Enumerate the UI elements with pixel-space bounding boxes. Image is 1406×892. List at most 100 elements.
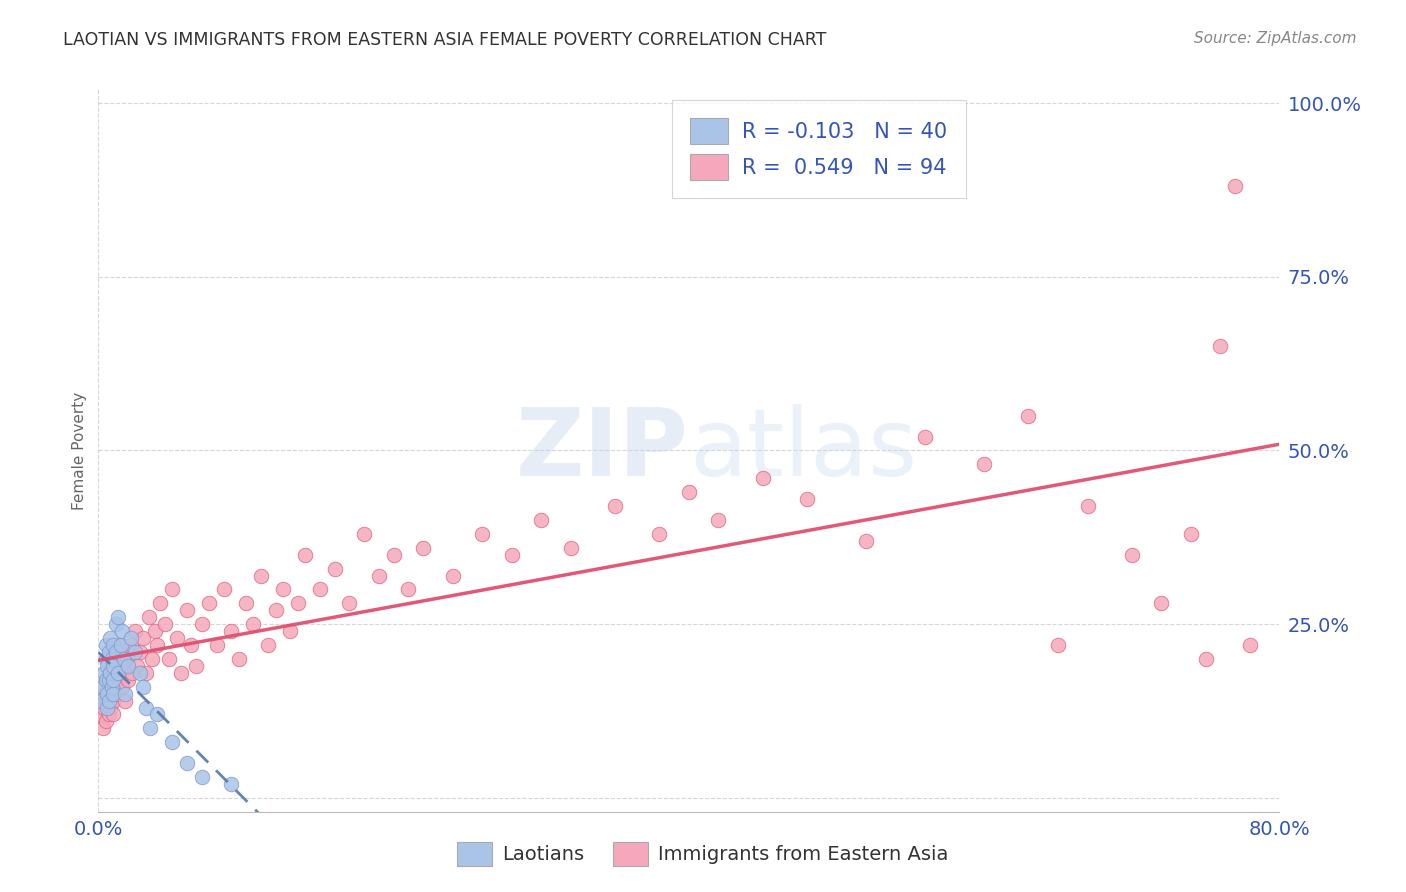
Point	[120, 631, 142, 645]
Point	[271, 582, 294, 597]
Point	[100, 652, 122, 666]
Point	[1121, 548, 1143, 562]
Point	[294, 548, 316, 562]
Point	[117, 673, 139, 687]
Point	[1209, 339, 1232, 353]
Point	[914, 429, 936, 443]
Y-axis label: Female Poverty: Female Poverty	[72, 392, 87, 509]
Point	[124, 645, 146, 659]
Point	[257, 638, 280, 652]
Point	[105, 673, 128, 687]
Point	[242, 617, 264, 632]
Point	[382, 548, 405, 562]
Point	[96, 693, 118, 707]
Point	[162, 735, 183, 749]
Point	[180, 638, 202, 652]
Point	[91, 722, 114, 736]
Point	[100, 680, 122, 694]
Point	[855, 533, 877, 548]
Point	[94, 638, 117, 652]
Point	[135, 665, 157, 680]
Point	[112, 652, 135, 666]
Point	[157, 652, 180, 666]
Point	[90, 693, 112, 707]
Point	[111, 680, 134, 694]
Point	[107, 610, 129, 624]
Point	[146, 638, 169, 652]
Legend: R = -0.103   N = 40, R =  0.549   N = 94: R = -0.103 N = 40, R = 0.549 N = 94	[672, 100, 966, 198]
Point	[264, 603, 287, 617]
Point	[120, 638, 142, 652]
Point	[108, 665, 131, 680]
Point	[135, 700, 157, 714]
Point	[112, 658, 135, 673]
Point	[107, 665, 129, 680]
Point	[1195, 652, 1218, 666]
Point	[176, 603, 198, 617]
Point	[132, 680, 155, 694]
Point	[98, 687, 121, 701]
Point	[96, 658, 118, 673]
Point	[146, 707, 169, 722]
Point	[132, 631, 155, 645]
Legend: Laotians, Immigrants from Eastern Asia: Laotians, Immigrants from Eastern Asia	[450, 834, 956, 873]
Point	[98, 631, 121, 645]
Point	[94, 673, 117, 687]
Point	[412, 541, 434, 555]
Point	[1077, 499, 1099, 513]
Point	[228, 652, 250, 666]
Point	[103, 658, 125, 673]
Point	[191, 617, 214, 632]
Point	[162, 582, 183, 597]
Point	[501, 548, 523, 562]
Point	[1018, 409, 1040, 423]
Point	[98, 665, 121, 680]
Point	[103, 638, 125, 652]
Point	[97, 665, 120, 680]
Point	[97, 673, 120, 687]
Point	[93, 700, 115, 714]
Point	[339, 596, 361, 610]
Point	[124, 624, 146, 639]
Point	[111, 624, 134, 639]
Point	[149, 596, 172, 610]
Point	[128, 665, 150, 680]
Point	[105, 617, 128, 632]
Point	[648, 526, 671, 541]
Point	[110, 638, 132, 652]
Point	[441, 568, 464, 582]
Point	[110, 638, 132, 652]
Point	[1046, 638, 1070, 652]
Text: atlas: atlas	[689, 404, 917, 497]
Point	[143, 624, 166, 639]
Point	[96, 700, 118, 714]
Point	[97, 707, 120, 722]
Point	[368, 568, 391, 582]
Point	[1239, 638, 1261, 652]
Point	[128, 645, 150, 659]
Point	[398, 582, 420, 597]
Point	[176, 756, 198, 770]
Point	[103, 658, 125, 673]
Point	[94, 673, 117, 687]
Point	[103, 693, 125, 707]
Point	[117, 658, 139, 673]
Point	[139, 722, 162, 736]
Point	[1150, 596, 1173, 610]
Text: Source: ZipAtlas.com: Source: ZipAtlas.com	[1194, 31, 1357, 46]
Point	[90, 693, 112, 707]
Point	[353, 526, 375, 541]
Point	[212, 582, 235, 597]
Point	[89, 707, 111, 722]
Point	[97, 693, 120, 707]
Text: ZIP: ZIP	[516, 404, 689, 497]
Point	[309, 582, 332, 597]
Point	[221, 777, 243, 791]
Point	[235, 596, 257, 610]
Point	[105, 652, 128, 666]
Point	[191, 770, 214, 784]
Point	[530, 513, 553, 527]
Point	[93, 687, 115, 701]
Point	[93, 665, 115, 680]
Point	[184, 658, 207, 673]
